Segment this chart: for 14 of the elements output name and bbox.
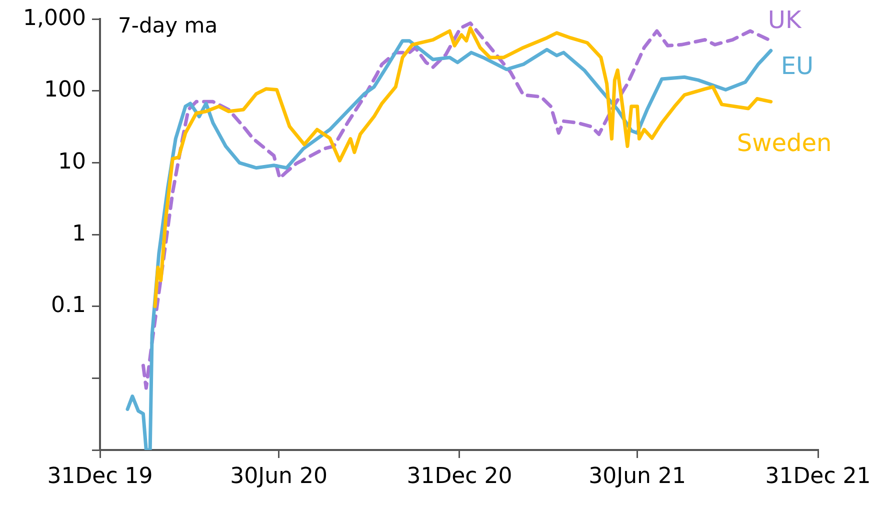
x-tick-label: 31Dec 19 — [47, 464, 153, 489]
y-tick-label: 1,000 — [23, 6, 86, 31]
y-tick-label: 0.1 — [51, 293, 86, 318]
y-tick-label: 10 — [58, 150, 86, 175]
x-tick-label: 31Dec 21 — [765, 464, 871, 489]
annotation: 7-day ma — [118, 14, 218, 38]
x-tick-label: 30Jun 21 — [588, 464, 686, 489]
y-tick-label: 100 — [44, 78, 86, 103]
y-tick-label: 1 — [72, 221, 86, 246]
series-label: UK — [768, 6, 802, 34]
series-label: EU — [780, 52, 814, 80]
series-label: Sweden — [736, 128, 832, 157]
x-tick-label: 30Jun 20 — [230, 464, 328, 489]
x-tick-label: 31Dec 20 — [406, 464, 512, 489]
